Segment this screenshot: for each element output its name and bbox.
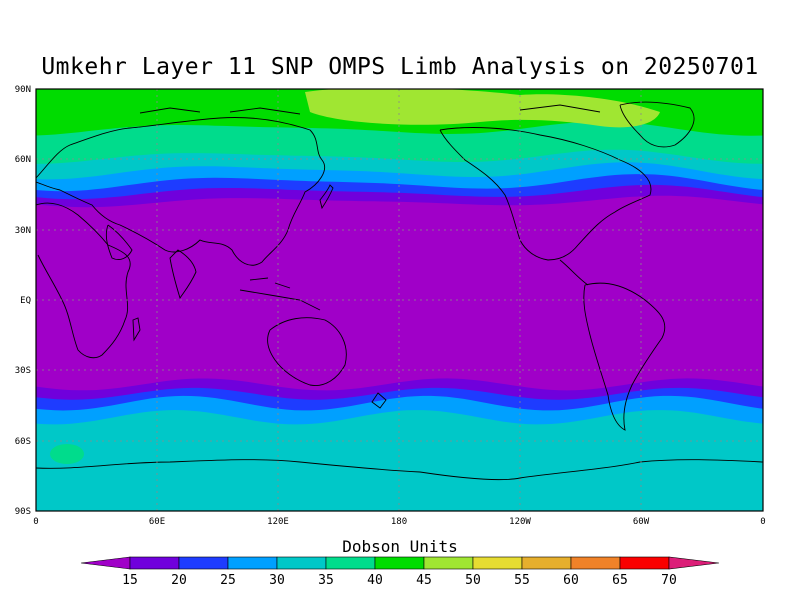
y-tick-label: EQ [20, 296, 31, 306]
y-axis: 90N 60N 30N EQ 30S 60S 90S [15, 85, 31, 517]
japan-outline [319, 184, 334, 210]
colorbar-level-label: 30 [269, 573, 285, 588]
colorbar-level-label: 35 [318, 573, 334, 588]
africa-outline [36, 202, 131, 359]
colorbar-low-arrow [80, 556, 131, 570]
coastlines [36, 101, 763, 481]
colorbar-high-arrow [668, 556, 720, 570]
colorbar-swatch [472, 556, 523, 570]
y-tick-label: 30S [15, 366, 31, 376]
south-america-outline [583, 282, 666, 431]
map-title: Umkehr Layer 11 SNP OMPS Limb Analysis o… [41, 54, 759, 80]
colorbar-level-label: 40 [367, 573, 383, 588]
x-tick-label: 60W [633, 517, 650, 527]
colorbar-level-label: 50 [465, 573, 481, 588]
europe-asia-outline [36, 117, 325, 266]
north-band-4 [36, 89, 763, 164]
arctic-max-patch [305, 89, 660, 128]
x-tick-label: 180 [391, 517, 407, 527]
newzealand-outline [371, 392, 387, 409]
graticule [36, 89, 763, 511]
arabia-outline [105, 224, 133, 261]
map-frame [35, 88, 764, 512]
antarctic-patch [50, 444, 84, 464]
colorbar-level-label: 20 [171, 573, 187, 588]
colorbar-swatch [619, 556, 670, 570]
colorbar-swatch [423, 556, 474, 570]
colorbar-swatch [178, 556, 229, 570]
colorbar-level-label: 25 [220, 573, 236, 588]
colorbar-swatch [227, 556, 278, 570]
arctic-islands-outline [139, 104, 601, 115]
colorbar-title: Dobson Units [342, 537, 458, 556]
antarctica-outline [36, 459, 763, 481]
colorbar-swatch [129, 556, 180, 570]
indonesia-outline [239, 277, 321, 311]
australia-outline [267, 317, 347, 386]
colorbar-level-label: 60 [563, 573, 579, 588]
y-tick-label: 60N [15, 155, 31, 165]
x-tick-label: 120W [509, 517, 531, 527]
india-outline [169, 249, 197, 300]
colorbar-swatch [374, 556, 425, 570]
madagascar-outline [132, 317, 141, 342]
colorbar-swatch [325, 556, 376, 570]
y-tick-label: 90S [15, 507, 31, 517]
colorbar: 15 20 25 30 35 40 45 50 55 60 65 70 [80, 556, 720, 588]
x-axis: 0 60E 120E 180 120W 60W 0 [33, 517, 765, 527]
y-tick-label: 60S [15, 437, 31, 447]
colorbar-swatch [521, 556, 572, 570]
y-tick-label: 90N [15, 85, 31, 95]
x-tick-label: 0 [33, 517, 38, 527]
colorbar-level-label: 55 [514, 573, 530, 588]
x-tick-label: 0 [760, 517, 765, 527]
y-tick-label: 30N [15, 226, 31, 236]
x-tick-label: 120E [267, 517, 289, 527]
x-tick-label: 60E [149, 517, 165, 527]
colorbar-level-label: 45 [416, 573, 432, 588]
colorbar-level-label: 65 [612, 573, 628, 588]
greenland-outline [619, 101, 695, 148]
colorbar-swatch [276, 556, 327, 570]
colorbar-level-label: 70 [661, 573, 677, 588]
colorbar-level-label: 15 [122, 573, 138, 588]
central-america-outline [559, 259, 589, 286]
colorbar-swatch [570, 556, 621, 570]
south-band-3 [36, 410, 763, 511]
north-america-outline [439, 127, 652, 261]
